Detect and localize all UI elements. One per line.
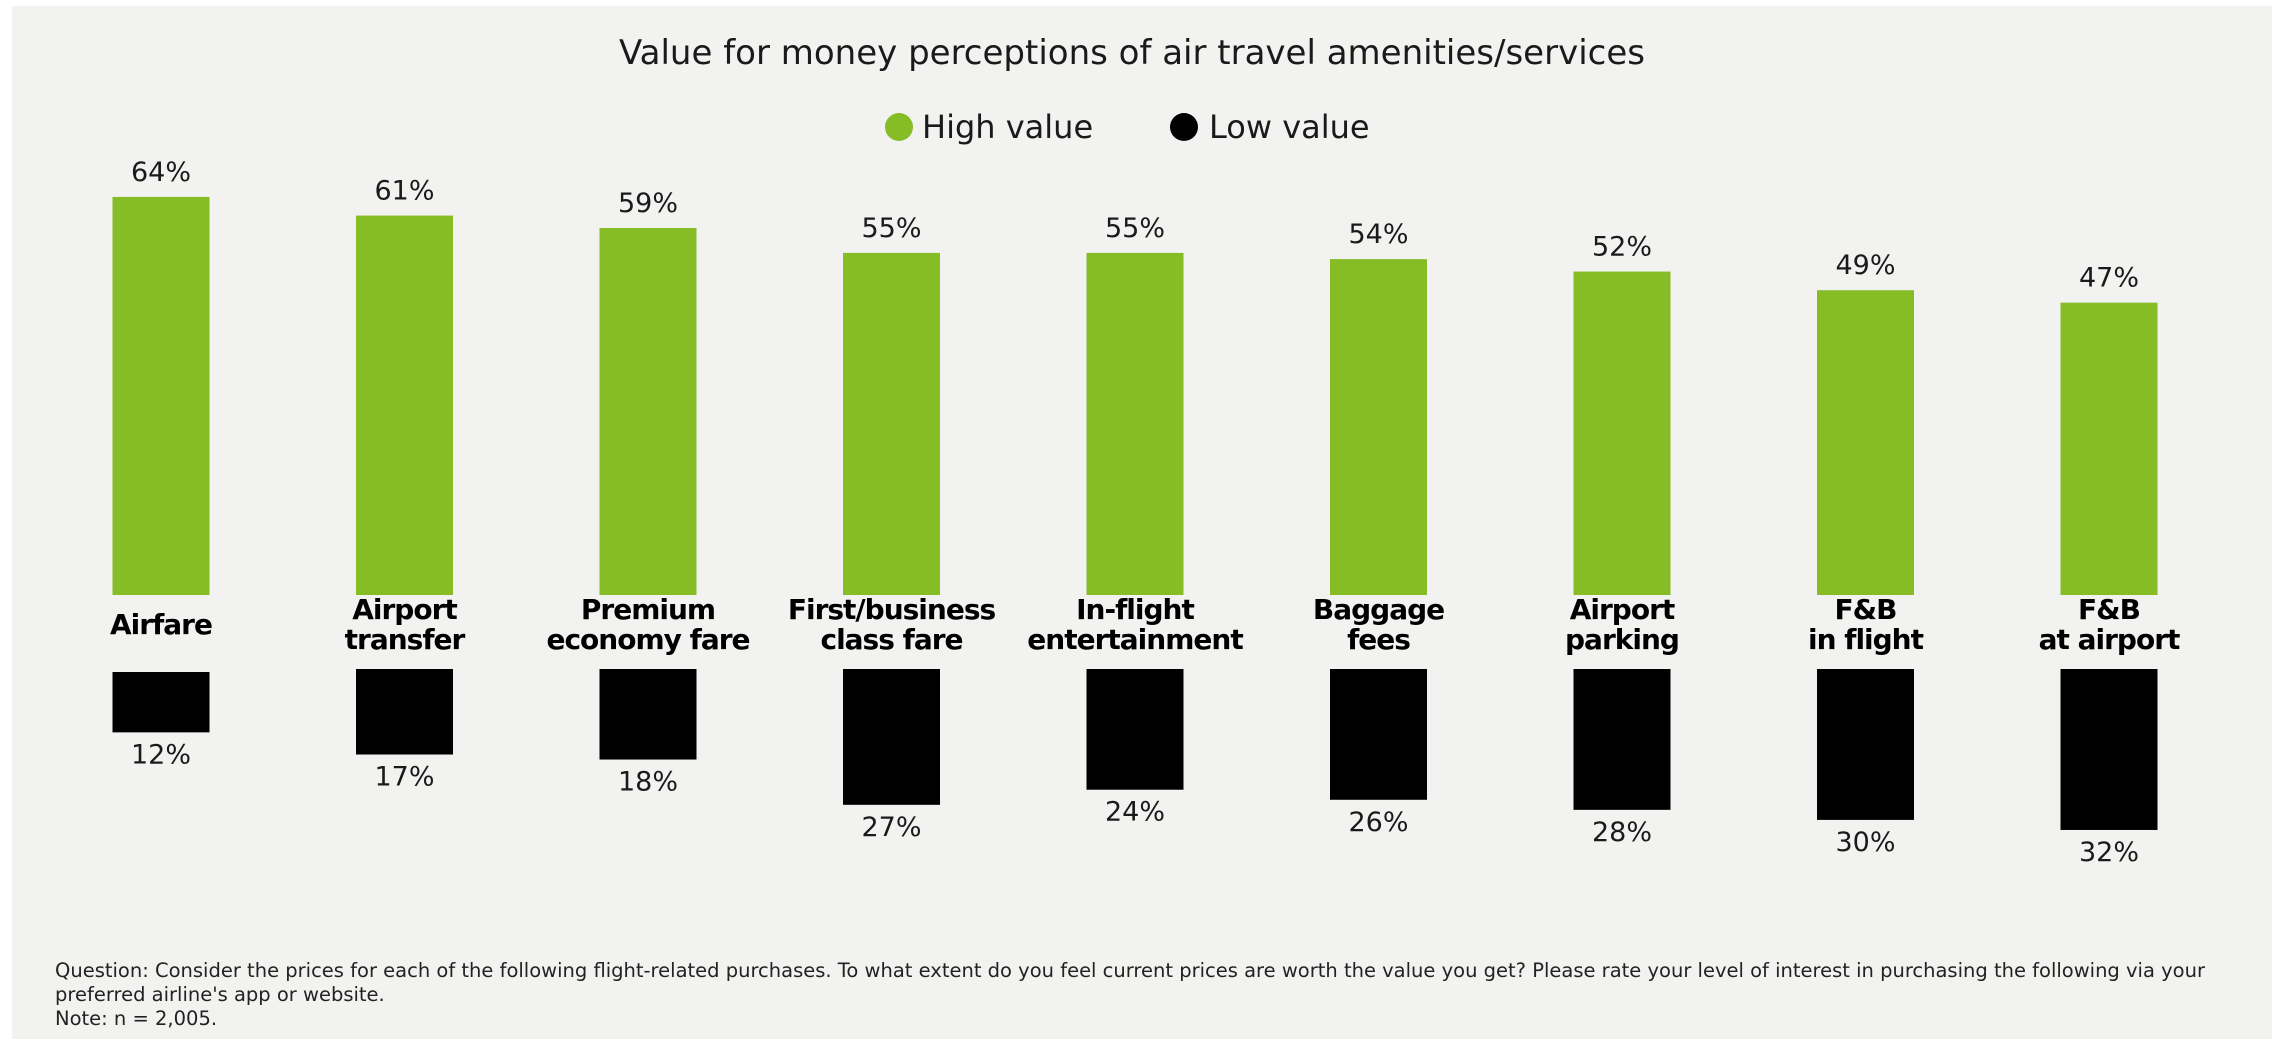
low-value-label-f-b-in-flight: 30% <box>1835 827 1895 858</box>
low-value-bar-baggage-fees <box>1330 669 1427 800</box>
footnote-note: Note: n = 2,005. <box>55 1007 218 1030</box>
low-value-label-baggage-fees: 26% <box>1348 807 1408 838</box>
low-value-bar-airfare <box>112 672 210 733</box>
category-label-airport-transfer: Airport transfer <box>345 593 466 656</box>
low-value-label-in-flight-entertainment: 24% <box>1105 797 1165 828</box>
high-value-bars: 64% 61% 59% 55% 55% 54% 52% 49% 47% <box>112 157 2158 596</box>
legend-marker-low-value <box>1170 113 1198 141</box>
high-value-label-first-business-class-fare: 55% <box>861 213 921 244</box>
category-labels: Airfare Airport transfer Premium economy far… <box>110 593 2181 656</box>
low-value-bar-premium-economy-fare <box>599 669 697 760</box>
low-value-bar-airport-parking <box>1573 669 1671 810</box>
high-value-label-f-b-at-airport: 47% <box>2079 263 2139 294</box>
high-value-label-premium-economy-fare: 59% <box>618 188 678 219</box>
high-value-bar-f-b-at-airport <box>2060 302 2158 595</box>
category-label-airfare: Airfare <box>110 608 212 641</box>
high-value-label-airport-parking: 52% <box>1592 232 1652 263</box>
low-value-label-airfare: 12% <box>131 739 191 770</box>
chart-frame: Value for money perceptions of air trave… <box>12 6 2272 1039</box>
legend-label-low-value: Low value <box>1209 108 1370 146</box>
low-value-bar-first-business-class-fare <box>843 669 940 805</box>
high-value-bar-in-flight-entertainment <box>1086 252 1184 595</box>
low-value-label-premium-economy-fare: 18% <box>618 767 678 798</box>
low-value-bar-airport-transfer <box>356 669 453 755</box>
high-value-label-baggage-fees: 54% <box>1348 219 1408 250</box>
high-value-label-in-flight-entertainment: 55% <box>1105 213 1165 244</box>
high-value-label-airport-transfer: 61% <box>374 176 434 207</box>
footnote: Question: Consider the prices for each o… <box>55 959 2235 1031</box>
legend-marker-high-value <box>885 113 913 141</box>
high-value-bar-premium-economy-fare <box>599 228 697 595</box>
category-label-first-business-class-fare: First/business class fare <box>788 593 996 656</box>
category-label-airport-parking: Airport parking <box>1565 593 1679 656</box>
high-value-label-f-b-in-flight: 49% <box>1835 250 1895 281</box>
category-label-baggage-fees: Baggage fees <box>1313 593 1444 656</box>
chart-title: Value for money perceptions of air trave… <box>619 33 1645 73</box>
high-value-bar-airport-parking <box>1573 271 1671 595</box>
low-value-bar-f-b-in-flight <box>1817 669 1914 820</box>
category-label-f-b-in-flight: F&B in flight <box>1808 593 1924 656</box>
high-value-label-airfare: 64% <box>131 157 191 188</box>
high-value-bar-first-business-class-fare <box>843 252 940 595</box>
low-value-label-airport-transfer: 17% <box>374 762 434 793</box>
low-value-bar-in-flight-entertainment <box>1086 669 1184 790</box>
category-label-f-b-at-airport: F&B at airport <box>2039 593 2180 656</box>
low-value-bars: 12% 17% 18% 27% 24% 26% 28% 30% 32% <box>112 669 2158 868</box>
low-value-label-airport-parking: 28% <box>1592 817 1652 848</box>
chart-legend: High value Low value <box>885 108 1370 146</box>
chart-canvas: Value for money perceptions of air trave… <box>110 33 2181 868</box>
high-value-bar-f-b-in-flight <box>1817 290 1914 595</box>
low-value-label-first-business-class-fare: 27% <box>861 812 921 843</box>
high-value-bar-airport-transfer <box>356 215 453 595</box>
footnote-question: Question: Consider the prices for each o… <box>55 959 2205 1006</box>
legend-label-high-value: High value <box>922 108 1093 146</box>
low-value-label-f-b-at-airport: 32% <box>2079 837 2139 868</box>
high-value-bar-airfare <box>112 196 210 596</box>
low-value-bar-f-b-at-airport <box>2060 669 2158 830</box>
category-label-in-flight-entertainment: In-flight entertainment <box>1027 593 1243 656</box>
category-label-premium-economy-fare: Premium economy fare <box>546 593 749 656</box>
high-value-bar-baggage-fees <box>1330 259 1427 595</box>
